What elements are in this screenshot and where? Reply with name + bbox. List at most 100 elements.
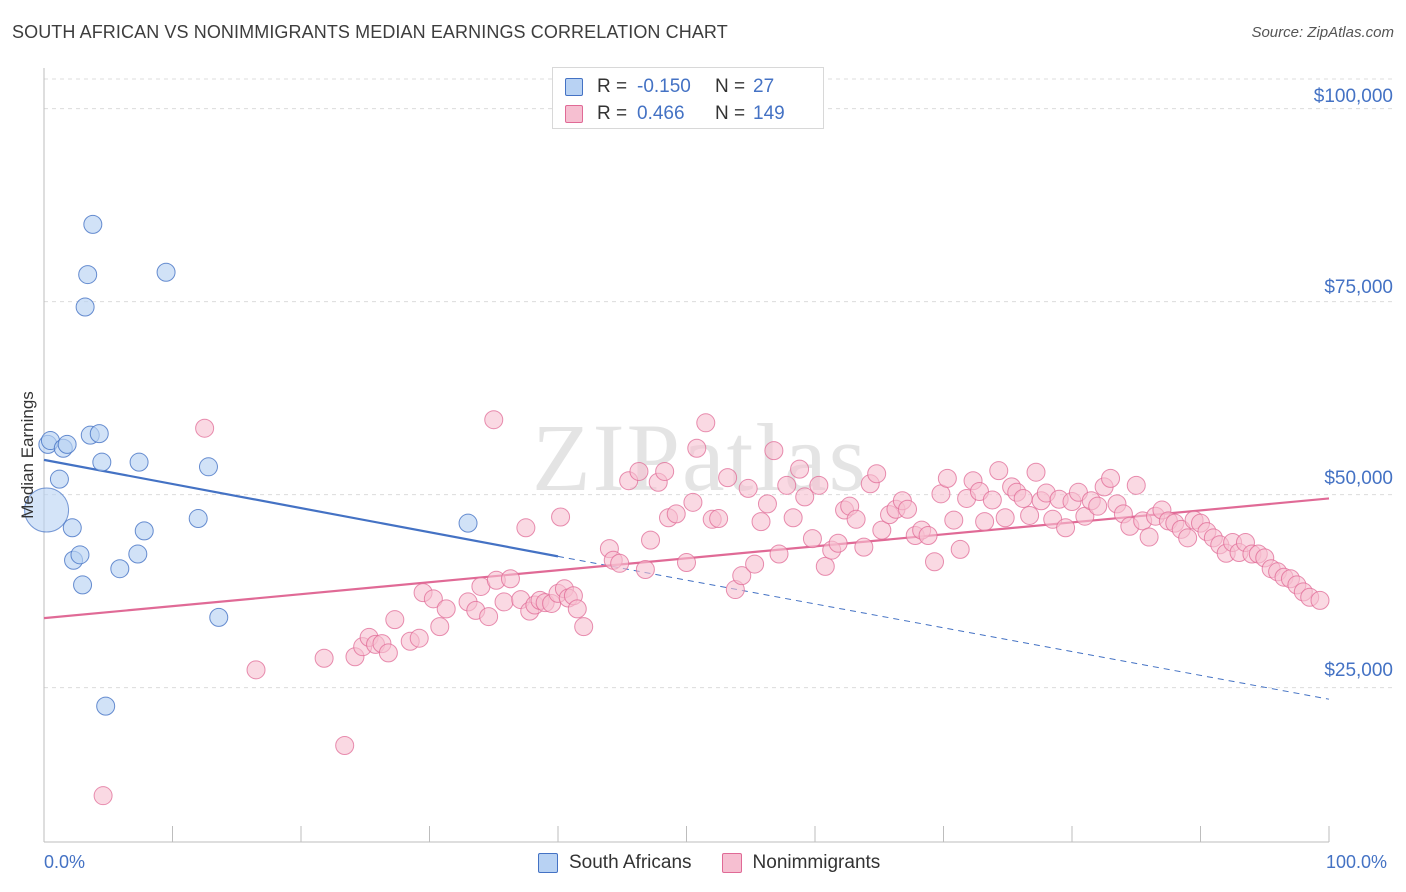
nonimmigrants-point bbox=[666, 504, 686, 524]
nonimmigrants-point bbox=[745, 554, 765, 574]
nonimmigrants-point bbox=[738, 478, 758, 498]
nonimmigrants-point bbox=[610, 553, 630, 573]
nonimmigrants-point bbox=[494, 592, 514, 612]
south-africans-point bbox=[89, 424, 109, 444]
nonimmigrants-point bbox=[1013, 488, 1033, 508]
nonimmigrants-point bbox=[1310, 590, 1330, 610]
south-africans-swatch bbox=[565, 78, 583, 96]
nonimmigrants-point bbox=[516, 518, 536, 538]
legend-label: Nonimmigrants bbox=[752, 852, 881, 873]
x-tick-min: 0.0% bbox=[44, 852, 86, 872]
legend-item-nonimmigrants[interactable]: Nonimmigrants bbox=[721, 852, 881, 874]
south-africans-point bbox=[78, 265, 98, 285]
south-africans-point bbox=[75, 297, 95, 317]
y-tick-50000: $50,000 bbox=[1324, 468, 1393, 489]
south-africans-point bbox=[458, 513, 478, 533]
south-africans-point bbox=[73, 575, 93, 595]
nonimmigrants-point bbox=[709, 509, 729, 529]
r-label: R = bbox=[597, 76, 628, 97]
nonimmigrants-point bbox=[846, 509, 866, 529]
nonimmigrants-point bbox=[1020, 505, 1040, 525]
nonimmigrants-point bbox=[677, 553, 696, 573]
nonimmigrants-point bbox=[479, 607, 499, 627]
n-value: 149 bbox=[753, 103, 785, 124]
nonimmigrants-point bbox=[872, 520, 892, 540]
n-value: 27 bbox=[753, 76, 775, 97]
r-value: -0.150 bbox=[637, 76, 691, 97]
nonimmigrants-point bbox=[635, 559, 655, 579]
nonimmigrants-point bbox=[944, 510, 964, 530]
legend-label: South Africans bbox=[569, 852, 692, 873]
y-tick-100000: $100,000 bbox=[1313, 86, 1393, 107]
nonimmigrants-point bbox=[696, 413, 716, 433]
south-africans-point bbox=[96, 696, 116, 716]
nonimmigrants-point bbox=[335, 736, 355, 755]
nonimmigrants-point bbox=[854, 537, 874, 557]
south-africans-point bbox=[70, 545, 90, 565]
n-label: N = bbox=[715, 103, 746, 124]
south-africans-point bbox=[83, 214, 103, 234]
south-africans-point bbox=[134, 521, 154, 541]
x-tick-max: 100.0% bbox=[1326, 852, 1388, 872]
south-africans-point bbox=[129, 452, 149, 472]
south-africans-large-point bbox=[24, 487, 70, 533]
r-label: R = bbox=[597, 103, 628, 124]
nonimmigrants-point bbox=[783, 508, 803, 528]
nonimmigrants-point bbox=[1026, 462, 1046, 482]
nonimmigrants-point bbox=[1178, 528, 1198, 548]
nonimmigrants-point bbox=[641, 530, 661, 550]
nonimmigrants-point bbox=[751, 512, 771, 532]
nonimmigrants-point bbox=[1139, 527, 1159, 547]
nonimmigrants-point bbox=[815, 556, 835, 576]
y-axis-label: Median Earnings bbox=[18, 391, 37, 519]
nonimmigrants-point bbox=[687, 438, 707, 458]
south-africans-point bbox=[209, 607, 229, 627]
legend-row-nonimmigrants: R = 0.466 N = 149 bbox=[565, 102, 785, 126]
nonimmigrants-point bbox=[925, 552, 945, 572]
nonimmigrants-point bbox=[950, 539, 970, 559]
nonimmigrants-point bbox=[314, 648, 334, 668]
nonimmigrants-point bbox=[790, 459, 810, 479]
axes bbox=[43, 68, 1330, 843]
south-africans-trend-extension bbox=[557, 555, 1330, 700]
nonimmigrants-point bbox=[500, 569, 520, 589]
south-africans-point bbox=[156, 262, 176, 282]
nonimmigrants-point bbox=[1056, 518, 1076, 538]
nonimmigrants-point bbox=[795, 487, 815, 507]
grid bbox=[44, 78, 1392, 689]
south-africans-point bbox=[198, 457, 218, 477]
nonimmigrants-point bbox=[567, 599, 587, 619]
nonimmigrants-point bbox=[769, 544, 789, 564]
nonimmigrants-point bbox=[655, 461, 675, 481]
south-africans-point bbox=[92, 452, 112, 472]
nonimmigrants-swatch bbox=[721, 853, 742, 873]
nonimmigrants-point bbox=[898, 499, 918, 519]
south-africans-swatch bbox=[538, 853, 558, 873]
nonimmigrants-point bbox=[802, 529, 822, 549]
stats-legend: R = -0.150 N = 27 R = 0.466 N = 149 bbox=[552, 67, 824, 129]
n-label: N = bbox=[715, 76, 746, 97]
nonimmigrants-point bbox=[629, 461, 649, 481]
nonimmigrants-point bbox=[195, 418, 215, 438]
nonimmigrants-point bbox=[937, 468, 957, 488]
nonimmigrants-point bbox=[764, 441, 784, 461]
nonimmigrants-point bbox=[574, 617, 594, 637]
nonimmigrants-point bbox=[1088, 496, 1108, 516]
nonimmigrants-point bbox=[757, 494, 777, 514]
nonimmigrants-point bbox=[975, 512, 995, 532]
nonimmigrants-point bbox=[809, 475, 829, 495]
nonimmigrants-point bbox=[385, 610, 405, 630]
nonimmigrants-point bbox=[378, 643, 398, 663]
legend-row-south-africans: R = -0.150 N = 27 bbox=[565, 75, 774, 99]
nonimmigrants-point bbox=[683, 492, 703, 512]
nonimmigrants-point bbox=[409, 628, 429, 648]
nonimmigrants-swatch bbox=[565, 105, 583, 123]
nonimmigrants-point bbox=[1101, 468, 1121, 488]
south-africans-point bbox=[188, 509, 208, 529]
nonimmigrants-point bbox=[982, 490, 1002, 510]
south-africans-point bbox=[49, 469, 69, 489]
legend-item-south-africans[interactable]: South Africans bbox=[538, 852, 692, 874]
south-africans-point bbox=[62, 518, 82, 538]
nonimmigrants-point bbox=[484, 410, 504, 430]
